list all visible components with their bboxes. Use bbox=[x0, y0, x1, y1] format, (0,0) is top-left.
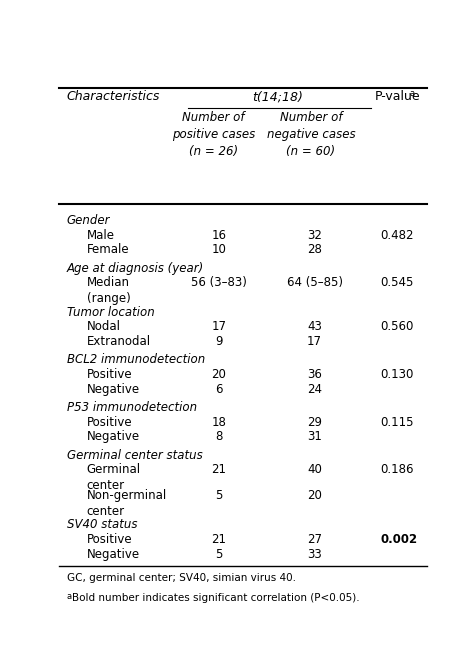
Text: 24: 24 bbox=[307, 383, 322, 396]
Text: SV40 status: SV40 status bbox=[66, 518, 137, 532]
Text: 56 (3–83): 56 (3–83) bbox=[191, 276, 247, 289]
Text: Age at diagnosis (year): Age at diagnosis (year) bbox=[66, 261, 204, 275]
Text: 8: 8 bbox=[215, 430, 223, 444]
Text: 36: 36 bbox=[307, 368, 322, 381]
Text: Positive: Positive bbox=[87, 533, 132, 546]
Text: a: a bbox=[66, 592, 72, 600]
Text: 64 (5–85): 64 (5–85) bbox=[287, 276, 343, 289]
Text: Positive: Positive bbox=[87, 368, 132, 381]
Text: Positive: Positive bbox=[87, 416, 132, 429]
Text: Germinal center status: Germinal center status bbox=[66, 449, 202, 462]
Text: GC, germinal center; SV40, simian virus 40.: GC, germinal center; SV40, simian virus … bbox=[66, 572, 296, 582]
Text: 21: 21 bbox=[211, 464, 227, 476]
Text: 0.115: 0.115 bbox=[381, 416, 414, 429]
Text: Extranodal: Extranodal bbox=[87, 335, 151, 348]
Text: 0.186: 0.186 bbox=[381, 464, 414, 476]
Text: 31: 31 bbox=[307, 430, 322, 444]
Text: Number of
negative cases
(n = 60): Number of negative cases (n = 60) bbox=[266, 111, 355, 158]
Text: 28: 28 bbox=[307, 243, 322, 257]
Text: 17: 17 bbox=[307, 335, 322, 348]
Text: 43: 43 bbox=[307, 320, 322, 334]
Text: Negative: Negative bbox=[87, 430, 140, 444]
Text: 29: 29 bbox=[307, 416, 322, 429]
Text: Number of
positive cases
(n = 26): Number of positive cases (n = 26) bbox=[172, 111, 255, 158]
Text: Bold number indicates significant correlation (P<0.05).: Bold number indicates significant correl… bbox=[73, 593, 360, 603]
Text: 5: 5 bbox=[215, 548, 223, 561]
Text: 40: 40 bbox=[307, 464, 322, 476]
Text: 21: 21 bbox=[211, 533, 227, 546]
Text: 0.002: 0.002 bbox=[381, 533, 418, 546]
Text: 20: 20 bbox=[211, 368, 227, 381]
Text: t(14;18): t(14;18) bbox=[252, 90, 303, 103]
Text: Male: Male bbox=[87, 229, 115, 242]
Text: 16: 16 bbox=[211, 229, 227, 242]
Text: 17: 17 bbox=[211, 320, 227, 334]
Text: Tumor location: Tumor location bbox=[66, 305, 155, 319]
Text: 0.482: 0.482 bbox=[381, 229, 414, 242]
Text: P-value: P-value bbox=[375, 90, 421, 103]
Text: 6: 6 bbox=[215, 383, 223, 396]
Text: Characteristics: Characteristics bbox=[66, 90, 160, 103]
Text: Female: Female bbox=[87, 243, 129, 257]
Text: 0.545: 0.545 bbox=[381, 276, 414, 289]
Text: Negative: Negative bbox=[87, 383, 140, 396]
Text: Negative: Negative bbox=[87, 548, 140, 561]
Text: 0.130: 0.130 bbox=[381, 368, 414, 381]
Text: 10: 10 bbox=[211, 243, 227, 257]
Text: a: a bbox=[410, 89, 414, 98]
Text: 27: 27 bbox=[307, 533, 322, 546]
Text: Gender: Gender bbox=[66, 214, 110, 227]
Text: Germinal
center: Germinal center bbox=[87, 464, 141, 492]
Text: P53 immunodetection: P53 immunodetection bbox=[66, 401, 197, 414]
Text: 0.560: 0.560 bbox=[381, 320, 414, 334]
Text: 5: 5 bbox=[215, 489, 223, 502]
Text: 9: 9 bbox=[215, 335, 223, 348]
Text: 20: 20 bbox=[307, 489, 322, 502]
Text: 32: 32 bbox=[307, 229, 322, 242]
Text: Non-germinal
center: Non-germinal center bbox=[87, 489, 167, 518]
Text: Nodal: Nodal bbox=[87, 320, 121, 334]
Text: BCL2 immunodetection: BCL2 immunodetection bbox=[66, 354, 205, 366]
Text: 18: 18 bbox=[211, 416, 227, 429]
Text: 33: 33 bbox=[307, 548, 322, 561]
Text: Median
(range): Median (range) bbox=[87, 276, 130, 305]
